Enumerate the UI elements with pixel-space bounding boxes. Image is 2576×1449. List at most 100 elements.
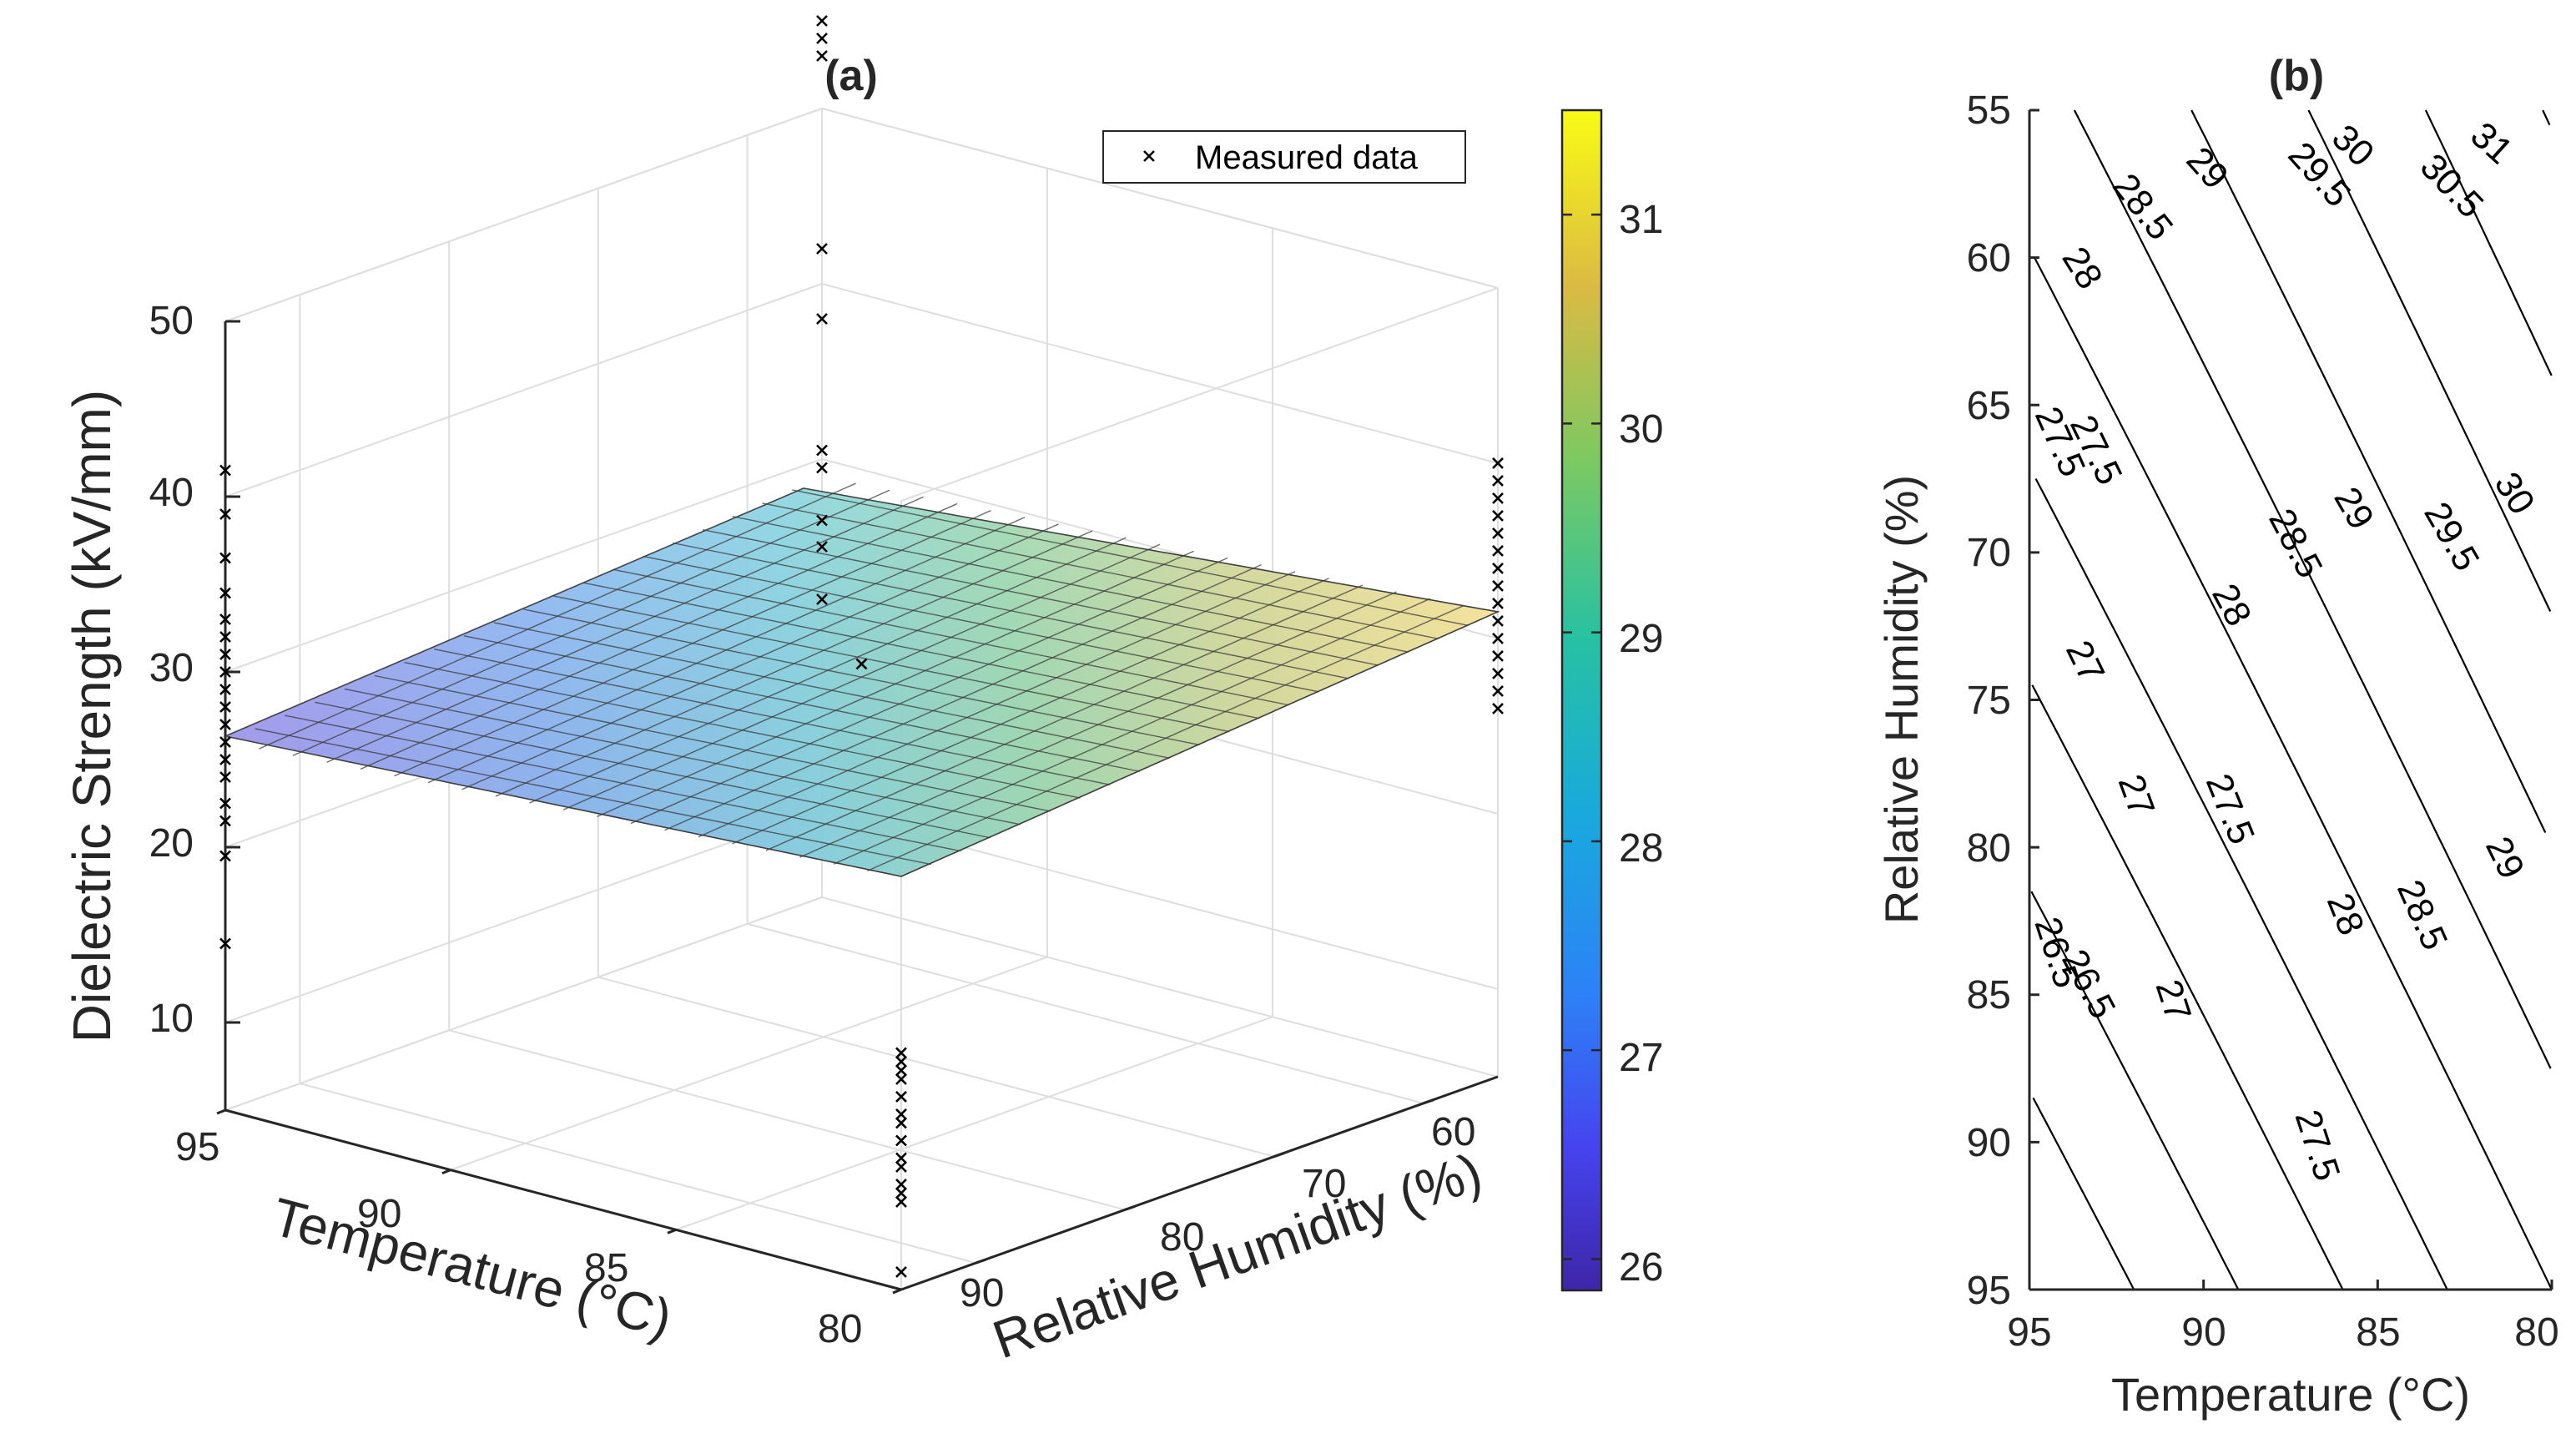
data-marker xyxy=(895,1073,907,1085)
measured-data-markers xyxy=(219,15,1504,1278)
data-marker xyxy=(219,771,231,783)
data-marker xyxy=(816,593,828,605)
data-marker xyxy=(895,1117,907,1129)
mesh-line xyxy=(732,578,1329,845)
legend-label: Measured data xyxy=(1195,139,1419,176)
mesh-line xyxy=(673,542,1349,679)
data-marker xyxy=(219,754,231,765)
data-marker xyxy=(895,1064,907,1077)
t-gridline xyxy=(675,1016,1273,1231)
colorbar-tick-label-28: 28 xyxy=(1619,826,1663,871)
contour-line xyxy=(2073,109,2552,1069)
data-marker xyxy=(1492,528,1504,539)
rh-gridline xyxy=(597,976,1275,1158)
b-temp-tick-label-95: 95 xyxy=(2007,1310,2051,1355)
mesh-line xyxy=(643,555,1319,693)
data-marker xyxy=(1492,650,1504,662)
mesh-line xyxy=(762,502,1439,639)
data-marker xyxy=(895,1152,907,1164)
contour-line xyxy=(2307,109,2552,612)
data-marker xyxy=(1492,633,1504,644)
colorbar-gradient xyxy=(1560,109,1603,1292)
temp-tick-label-90: 90 xyxy=(357,1192,401,1236)
contour-line xyxy=(2424,109,2553,376)
rh-tick xyxy=(1273,1152,1285,1158)
temp-tick-label-80: 80 xyxy=(818,1307,862,1351)
data-marker xyxy=(895,1056,907,1068)
b-humidity-axis-label: Relative Humidity (%) xyxy=(1875,475,1928,924)
data-marker xyxy=(1492,685,1504,697)
data-marker xyxy=(816,514,828,527)
data-marker xyxy=(219,649,231,660)
data-marker xyxy=(816,50,828,62)
mesh-line xyxy=(630,557,1228,825)
contour-line xyxy=(2030,891,2240,1290)
colorbar-tick-label-30: 30 xyxy=(1619,407,1663,452)
b-rh-tick-label-85: 85 xyxy=(1967,973,2011,1017)
panel-a-axes xyxy=(224,321,1499,1291)
panel-b-title: (b) xyxy=(2269,52,2324,100)
contour-label: 28.5 xyxy=(2389,874,2456,956)
regression-surface-shading xyxy=(225,488,1498,876)
mesh-line xyxy=(765,584,1364,851)
contour-label: 28 xyxy=(2054,240,2110,295)
temp-tick xyxy=(667,1228,677,1234)
b-temp-tick-label-85: 85 xyxy=(2356,1310,2400,1355)
rh-tick xyxy=(975,1258,986,1265)
colorbar: 26 27 28 29 30 31 xyxy=(1560,109,1663,1292)
contour-label: 27.5 xyxy=(2027,401,2094,482)
contour-label: 29 xyxy=(2326,481,2382,537)
data-marker xyxy=(895,1187,907,1199)
data-marker xyxy=(816,243,828,255)
b-rh-tick-label-75: 75 xyxy=(1967,679,2011,723)
contour-label: 27.5 xyxy=(2198,768,2263,850)
data-marker xyxy=(895,1196,907,1208)
data-marker xyxy=(1492,703,1504,714)
temp-tick xyxy=(892,1288,902,1295)
data-marker xyxy=(219,587,231,599)
contour-label: 28.5 xyxy=(2105,166,2180,248)
contour-line xyxy=(2034,478,2448,1290)
data-marker xyxy=(219,850,231,862)
rh-gridline xyxy=(300,1083,976,1265)
contour-label: 27 xyxy=(2058,634,2113,689)
temp-tick xyxy=(441,1169,451,1175)
panel-b-axis-ticks xyxy=(2028,109,2553,1291)
data-marker xyxy=(1492,563,1504,574)
temp-tick xyxy=(216,1108,226,1115)
rh-tick-label-80: 80 xyxy=(1160,1215,1204,1260)
contour-label: 28.5 xyxy=(2261,502,2330,585)
mesh-line xyxy=(523,608,1200,746)
rh-tick xyxy=(1423,1098,1434,1105)
data-marker xyxy=(219,666,231,678)
z-axis-label: Dielectric Strength (kV/mm) xyxy=(62,390,122,1043)
data-marker xyxy=(1492,615,1504,627)
contour-label: 30 xyxy=(2487,465,2543,521)
colorbar-tick-label-27: 27 xyxy=(1619,1036,1663,1080)
panel-a-surface-plot: (a) 10 20 30 40 50 95 90 85 80 90 80 70 … xyxy=(62,15,1663,1370)
contour-labels: 26.5 27 27.5 28 28.5 29 29.5 30 30.5 31 … xyxy=(2026,114,2543,1186)
data-marker xyxy=(219,815,231,827)
contour-line xyxy=(2190,109,2547,833)
data-marker xyxy=(1492,580,1504,592)
z-tick-label-50: 50 xyxy=(149,299,194,343)
rh-tick-label-70: 70 xyxy=(1302,1162,1346,1206)
contour-label: 26.5 xyxy=(2026,912,2087,993)
b-rh-tick-label-55: 55 xyxy=(1967,88,2011,133)
data-marker xyxy=(1492,545,1504,557)
temp-tick-label-95: 95 xyxy=(175,1125,219,1169)
t-gridline xyxy=(224,896,823,1111)
z-gridline xyxy=(821,283,1499,464)
mesh-line xyxy=(799,591,1397,858)
rh-tick-label-90: 90 xyxy=(960,1271,1004,1315)
mesh-line xyxy=(732,516,1409,653)
contour-line xyxy=(2031,684,2344,1290)
data-marker xyxy=(1492,668,1504,679)
mesh-line xyxy=(612,568,1289,706)
contour-label: 31 xyxy=(2463,114,2520,172)
contour-line xyxy=(2542,109,2551,126)
contour-line xyxy=(2034,257,2553,1290)
b-rh-tick-label-70: 70 xyxy=(1967,531,2011,575)
data-marker xyxy=(855,658,868,670)
